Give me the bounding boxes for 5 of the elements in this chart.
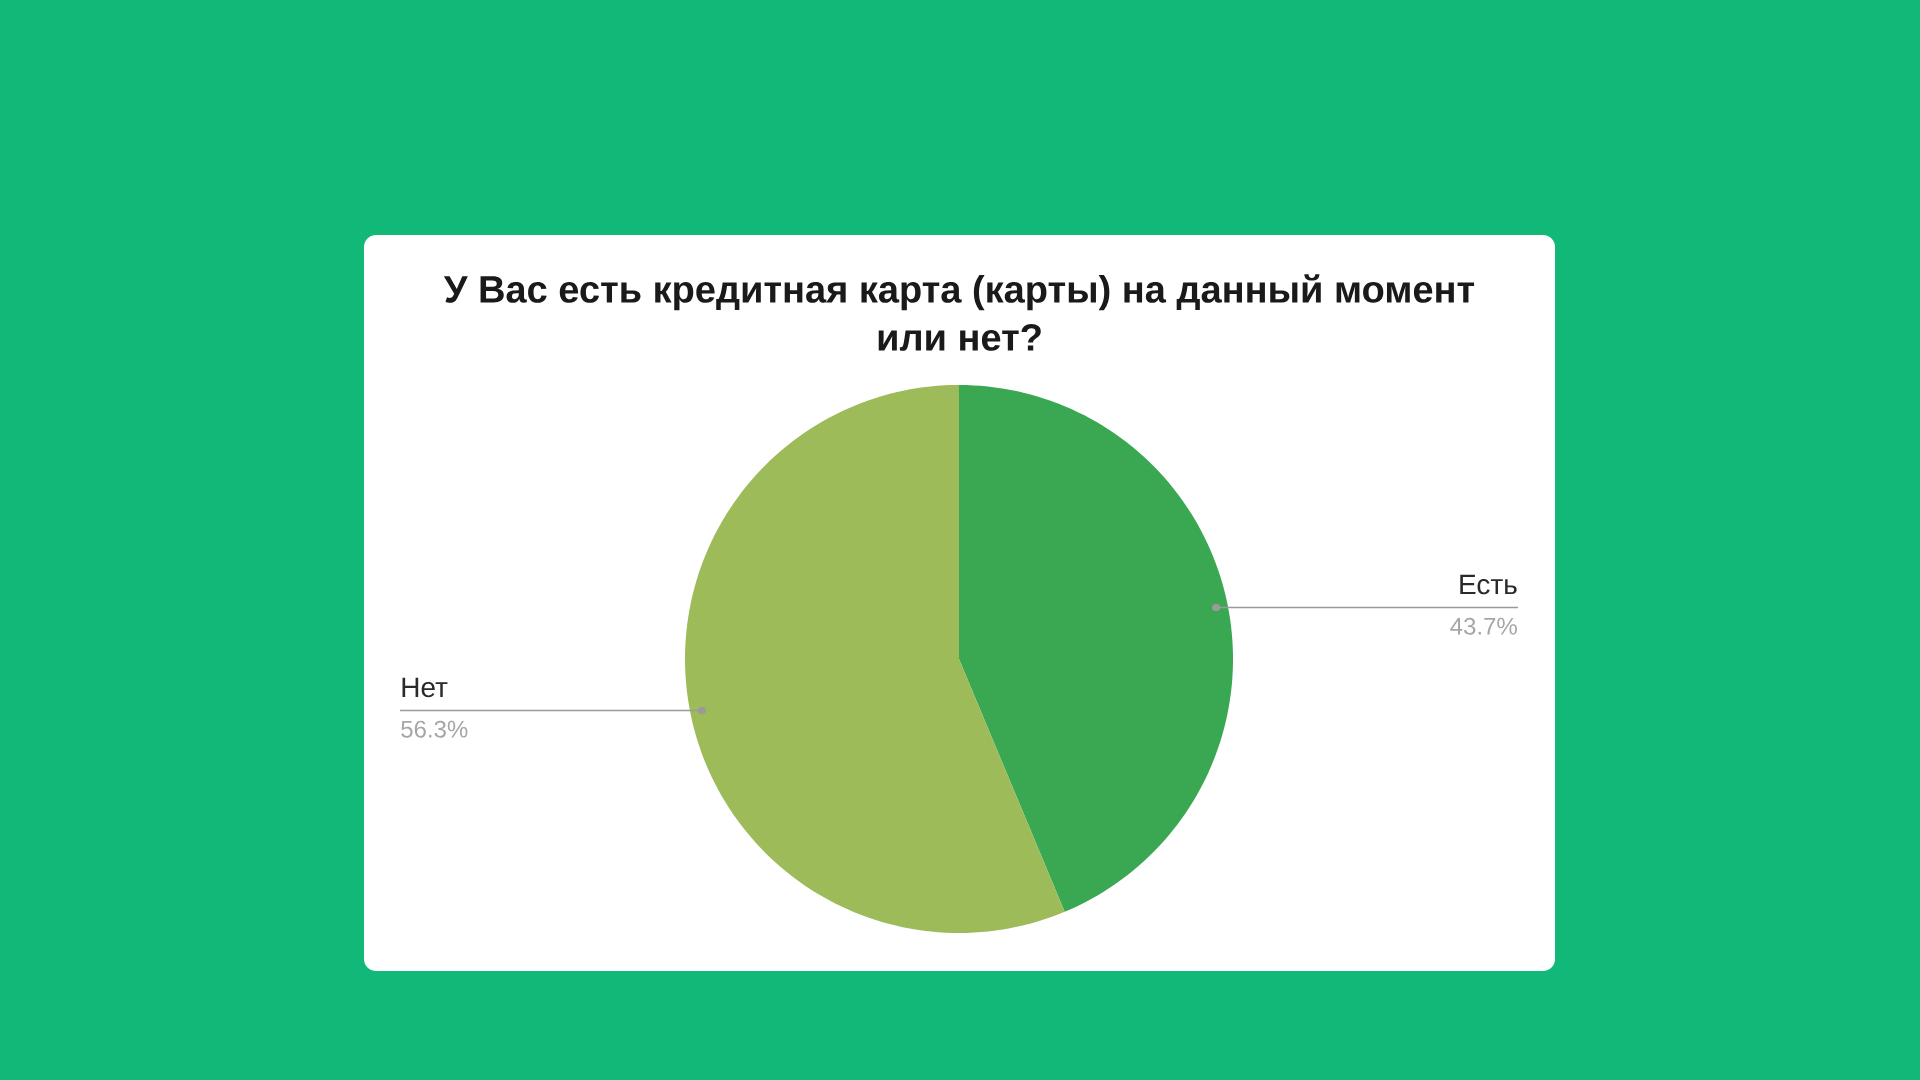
slice-label: Нет bbox=[402, 677, 448, 698]
data-label: 56.3% bbox=[401, 720, 468, 738]
slice-label: Есть bbox=[1460, 574, 1517, 595]
chart-title: У Вас есть кредитная карта (карты) на данный момент или нет? bbox=[443, 274, 1475, 351]
data-label: 43.7% bbox=[1450, 617, 1517, 635]
